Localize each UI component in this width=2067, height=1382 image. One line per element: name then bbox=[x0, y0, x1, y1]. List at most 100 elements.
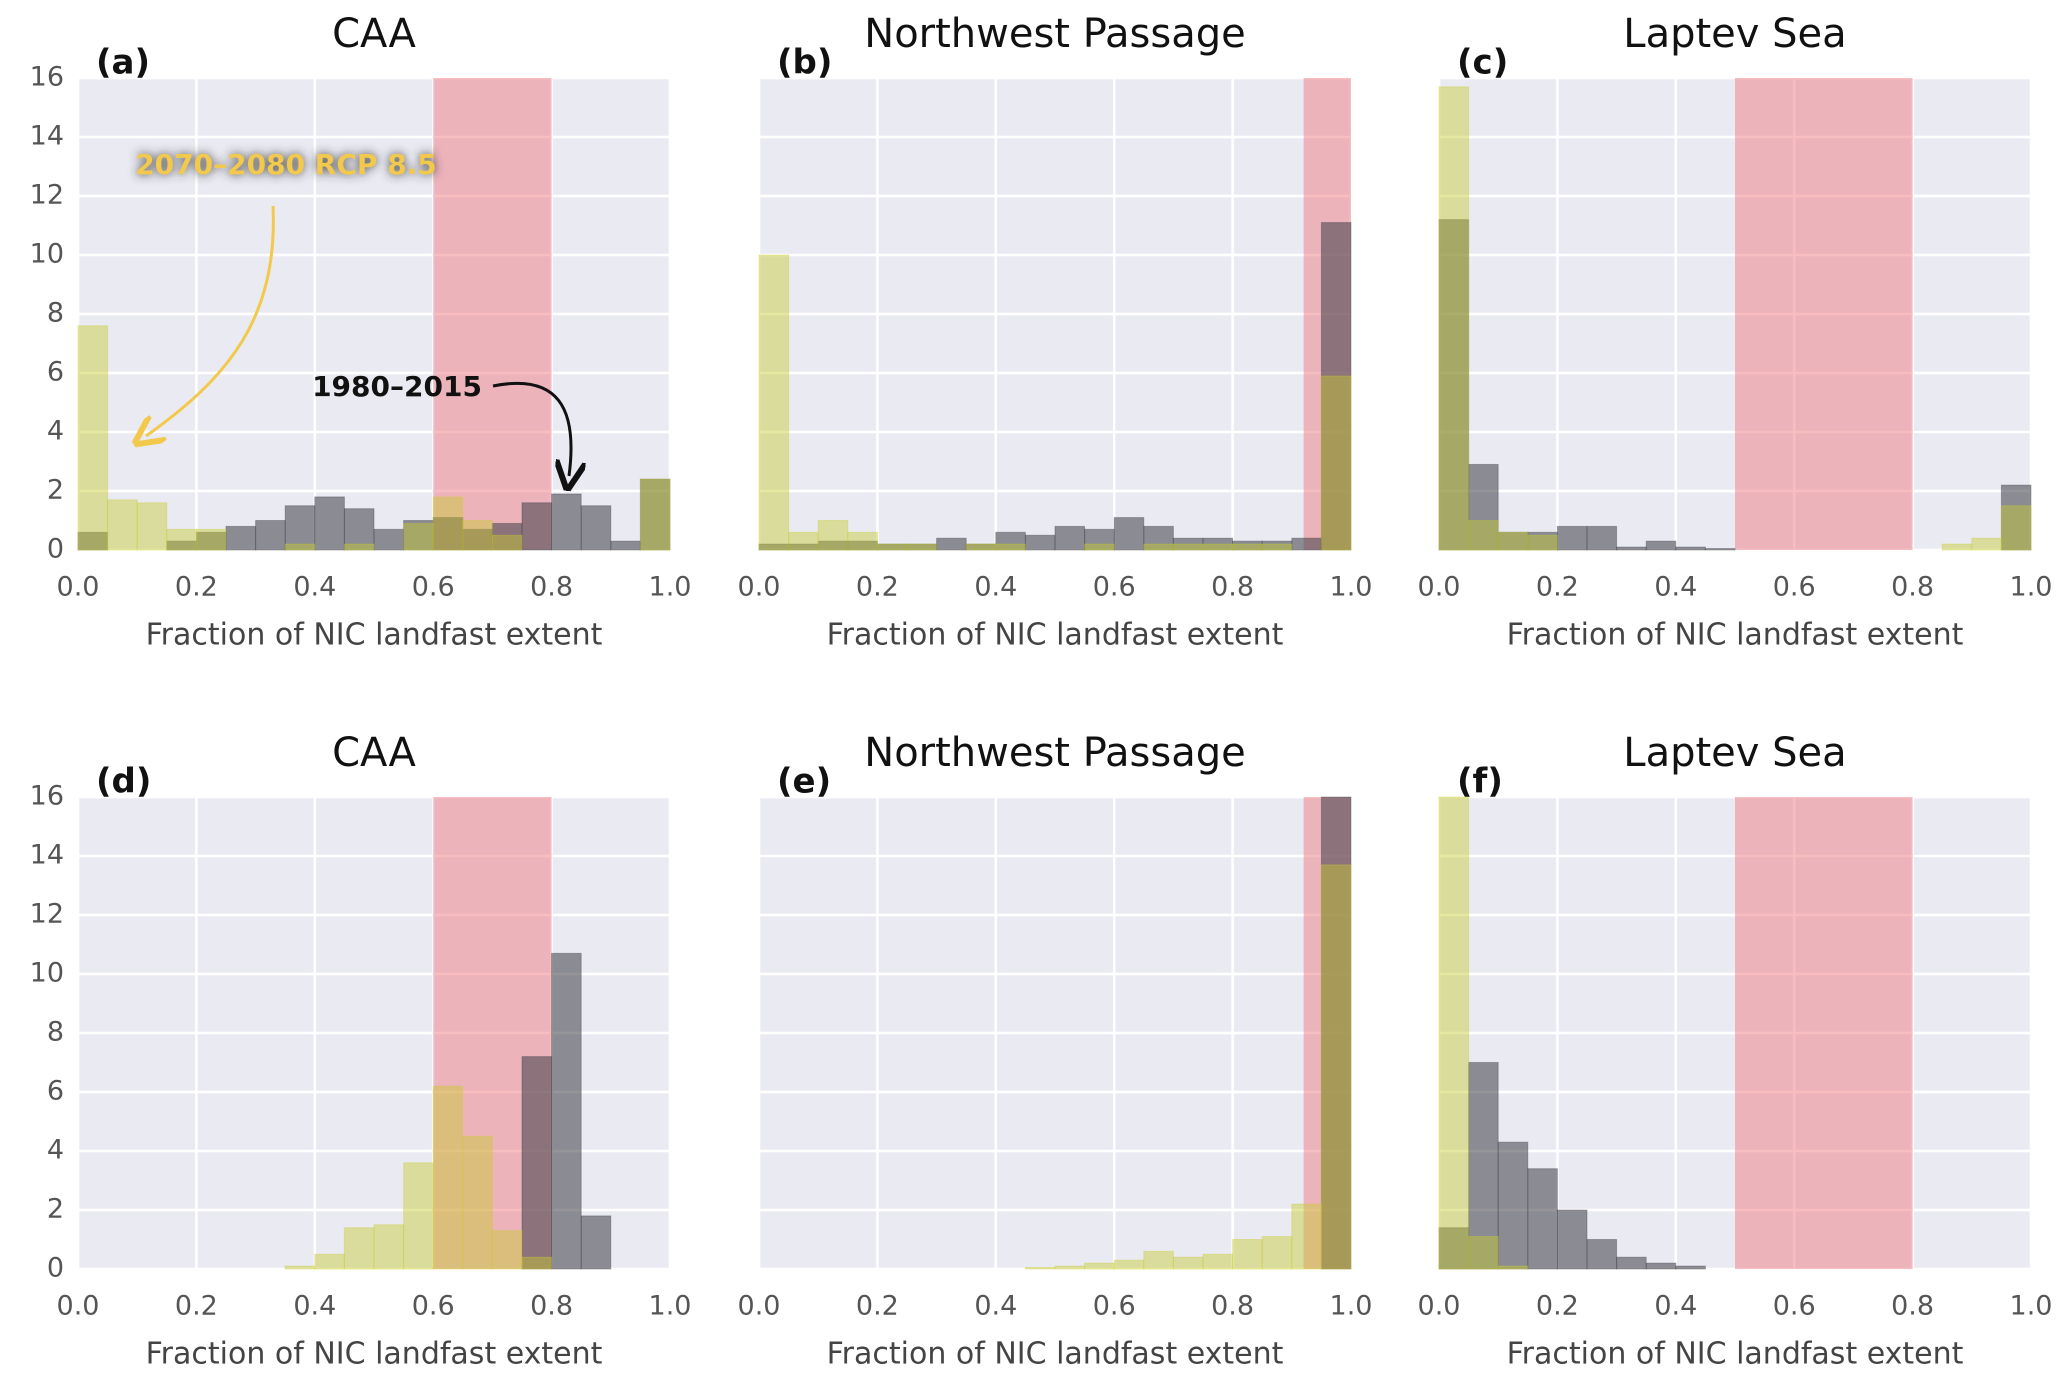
bar bbox=[1320, 375, 1352, 551]
bar bbox=[195, 528, 227, 551]
panel-label: (d) bbox=[96, 762, 151, 802]
y-tick-label: 14 bbox=[30, 840, 64, 871]
bar bbox=[1320, 864, 1352, 1270]
panel: 0.0 0.2 0.4 0.6 0.8 1.0 Northwest Passage (e) Fr… bbox=[738, 730, 1373, 1372]
bar bbox=[343, 543, 375, 551]
bar bbox=[2000, 484, 2032, 551]
panel: 0 2 4 6 8 10 12 14 16 0.0 0.2 0.4 0.6 0.8 1.0 CAA (d) Fra… bbox=[30, 730, 692, 1372]
bar bbox=[1024, 1267, 1056, 1270]
x-tick-label: 1.0 bbox=[649, 572, 692, 603]
x-tick-label: 1.0 bbox=[649, 1291, 692, 1322]
bar bbox=[462, 520, 493, 551]
bar bbox=[965, 543, 997, 551]
bar bbox=[314, 1253, 345, 1270]
bar bbox=[491, 1230, 523, 1270]
bar bbox=[1291, 537, 1322, 551]
bar bbox=[1143, 543, 1174, 551]
bar bbox=[403, 1162, 434, 1270]
x-axis-label: Fraction of NIC landfast extent bbox=[1507, 1337, 1964, 1372]
annotation: 1980–2015 bbox=[312, 370, 482, 403]
y-tick-label: 8 bbox=[47, 1017, 64, 1048]
bar bbox=[1143, 1250, 1174, 1270]
x-tick-label: 0.6 bbox=[1773, 572, 1816, 603]
bar bbox=[521, 1256, 553, 1270]
bar bbox=[491, 522, 523, 551]
bar bbox=[1468, 520, 1499, 551]
panel-label: (b) bbox=[777, 43, 832, 83]
annotation: 2070–2080 RCP 8.5 bbox=[135, 148, 437, 181]
bar bbox=[580, 505, 612, 551]
panel-label: (a) bbox=[96, 43, 150, 83]
y-tick-label: 8 bbox=[47, 298, 64, 329]
bar bbox=[610, 540, 641, 551]
x-axis-label: Fraction of NIC landfast extent bbox=[146, 618, 603, 653]
panel: 0.0 0.2 0.4 0.6 0.8 1.0 Northwest Passage (b) Fr… bbox=[738, 11, 1373, 653]
x-tick-label: 0.0 bbox=[1418, 572, 1461, 603]
y-tick-label: 12 bbox=[30, 899, 64, 930]
bar bbox=[1438, 86, 1470, 551]
bar bbox=[432, 496, 464, 551]
x-tick-label: 1.0 bbox=[1330, 572, 1373, 603]
x-tick-label: 0.0 bbox=[57, 572, 100, 603]
x-tick-label: 0.2 bbox=[1536, 1291, 1579, 1322]
y-tick-label: 4 bbox=[47, 1135, 64, 1166]
y-tick-label: 16 bbox=[30, 781, 64, 812]
bar bbox=[847, 531, 878, 551]
x-tick-label: 0.4 bbox=[293, 572, 336, 603]
x-tick-label: 0.6 bbox=[412, 572, 455, 603]
bar bbox=[521, 502, 553, 551]
bar bbox=[1232, 1239, 1263, 1270]
y-tick-label: 10 bbox=[30, 239, 64, 270]
bar bbox=[1438, 1227, 1470, 1270]
bar bbox=[1468, 463, 1499, 551]
annotation-glow: 2070–2080 RCP 8.5 bbox=[135, 148, 437, 181]
y-tick-label: 0 bbox=[47, 1253, 64, 1284]
bar bbox=[284, 1265, 316, 1270]
bar bbox=[373, 1224, 405, 1270]
bar bbox=[1645, 1262, 1677, 1270]
bar bbox=[580, 1215, 612, 1270]
x-tick-label: 0.4 bbox=[1654, 572, 1697, 603]
x-tick-label: 0.4 bbox=[293, 1291, 336, 1322]
bar bbox=[1172, 1256, 1204, 1270]
bar bbox=[1586, 1239, 1618, 1270]
y-tick-label: 14 bbox=[30, 121, 64, 152]
panel-title: CAA bbox=[332, 11, 416, 57]
bar bbox=[1616, 546, 1647, 551]
bar bbox=[462, 1135, 493, 1270]
panel: 0 2 4 6 8 10 12 14 16 0.0 0.2 0.4 0.6 0.8 1.0 CAA (a) Fra… bbox=[30, 11, 692, 653]
bar bbox=[1556, 1209, 1588, 1270]
bar bbox=[1172, 543, 1204, 551]
bar bbox=[343, 1227, 375, 1270]
y-tick-label: 6 bbox=[47, 357, 64, 388]
x-tick-label: 0.8 bbox=[1211, 1291, 1254, 1322]
x-tick-label: 0.0 bbox=[57, 1291, 100, 1322]
bar bbox=[639, 478, 671, 551]
panel-label: (e) bbox=[777, 762, 831, 802]
bar bbox=[1084, 543, 1115, 551]
bar bbox=[876, 543, 908, 551]
panel-title: Northwest Passage bbox=[864, 730, 1245, 776]
shaded-span bbox=[433, 78, 552, 550]
bar bbox=[1497, 1141, 1529, 1270]
y-tick-label: 2 bbox=[47, 475, 64, 506]
x-tick-label: 0.6 bbox=[412, 1291, 455, 1322]
x-tick-label: 0.4 bbox=[1654, 1291, 1697, 1322]
bar bbox=[1024, 534, 1056, 551]
bar bbox=[77, 325, 109, 551]
x-tick-label: 0.2 bbox=[856, 1291, 899, 1322]
x-axis-label: Fraction of NIC landfast extent bbox=[1507, 618, 1964, 653]
bar bbox=[1320, 796, 1352, 1270]
bar bbox=[906, 543, 938, 551]
panel-title: Laptev Sea bbox=[1623, 11, 1846, 57]
x-tick-label: 0.4 bbox=[974, 1291, 1017, 1322]
bar bbox=[1497, 1265, 1529, 1270]
bar bbox=[847, 540, 878, 551]
bar bbox=[1675, 546, 1706, 551]
panel-label: (f) bbox=[1457, 762, 1503, 802]
bar bbox=[1556, 525, 1588, 551]
bar bbox=[551, 493, 582, 551]
bar bbox=[639, 478, 671, 551]
x-tick-label: 1.0 bbox=[2010, 1291, 2053, 1322]
